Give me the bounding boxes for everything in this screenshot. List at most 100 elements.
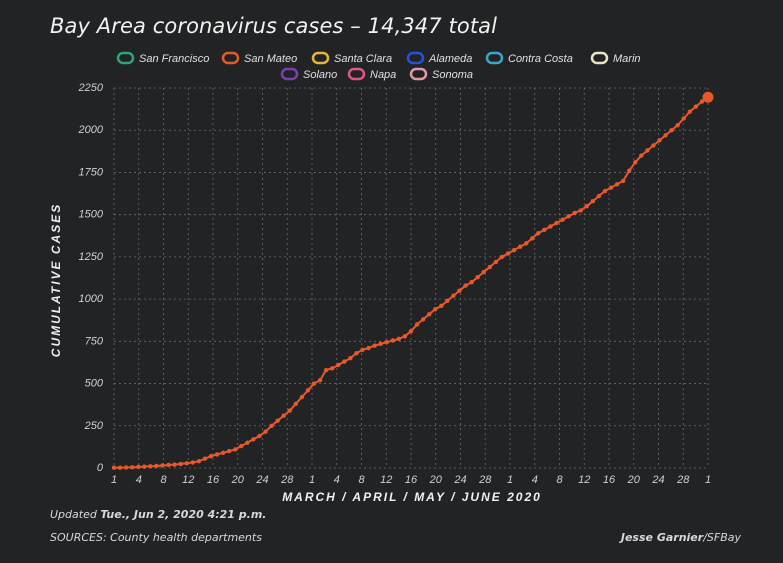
series-point bbox=[560, 217, 565, 222]
grid bbox=[113, 87, 709, 469]
x-axis-ticks: 1 4 8 12 16 20 24 28 1 4 8 12 16 20 24 28 1 4 8 12 16 20 24 28 1 bbox=[111, 474, 711, 486]
series-point bbox=[330, 366, 335, 371]
series-endpoint bbox=[702, 91, 714, 103]
legend-swatch bbox=[116, 51, 135, 65]
credit-suffix: /SFBay bbox=[703, 531, 741, 544]
updated-timestamp: Tue., Jun 2, 2020 4:21 p.m. bbox=[100, 508, 267, 521]
series-point bbox=[390, 338, 396, 343]
series-point bbox=[548, 224, 553, 229]
series-point bbox=[639, 153, 644, 158]
legend-item-solano[interactable]: Solano bbox=[280, 67, 337, 81]
series-point bbox=[620, 178, 626, 184]
series-point bbox=[148, 464, 153, 469]
x-tick-label: 24 bbox=[651, 474, 664, 486]
series-point bbox=[281, 413, 286, 418]
x-tick-label: 1 bbox=[705, 474, 711, 486]
legend-swatch bbox=[347, 67, 366, 81]
series-point bbox=[439, 303, 444, 309]
legend-item-marin[interactable]: Marin bbox=[590, 51, 641, 65]
y-tick-label: 1250 bbox=[79, 251, 104, 263]
series-point bbox=[287, 408, 292, 413]
series-point bbox=[226, 448, 232, 454]
legend-label: San Mateo bbox=[244, 53, 297, 65]
series-point bbox=[348, 356, 353, 361]
y-tick-label: 750 bbox=[85, 335, 104, 347]
series-point bbox=[117, 465, 123, 470]
y-axis-ticks: 0 250 500 750 1000 1250 1500 1750 2000 2250 bbox=[78, 82, 104, 474]
series-point bbox=[681, 116, 686, 121]
series-point bbox=[578, 208, 583, 213]
series-point bbox=[354, 350, 359, 356]
series-point bbox=[396, 336, 402, 341]
x-tick-label: 16 bbox=[603, 474, 616, 486]
series-point bbox=[426, 312, 432, 317]
series-point bbox=[408, 329, 414, 334]
x-tick-label: 24 bbox=[255, 474, 268, 486]
x-tick-label: 8 bbox=[358, 474, 365, 486]
legend-label: Contra Costa bbox=[508, 53, 573, 65]
series-point bbox=[463, 283, 468, 288]
series-point bbox=[129, 465, 135, 470]
sources-note: SOURCES: County health departments bbox=[50, 531, 262, 544]
x-tick-label: 4 bbox=[136, 474, 142, 486]
series-point bbox=[590, 198, 596, 204]
series-point bbox=[511, 247, 517, 253]
y-tick-label: 250 bbox=[84, 420, 104, 432]
series-point bbox=[675, 122, 680, 128]
series-point bbox=[633, 160, 638, 165]
series-point bbox=[257, 433, 262, 439]
series-point bbox=[172, 462, 177, 467]
x-tick-label: 28 bbox=[280, 474, 294, 486]
x-tick-label: 20 bbox=[627, 474, 641, 486]
series-point bbox=[475, 274, 480, 280]
series-point bbox=[651, 143, 656, 148]
series-point bbox=[572, 210, 577, 216]
legend: San Francisco San Mateo Santa Clara Alameda… bbox=[116, 51, 641, 81]
x-tick-label: 4 bbox=[334, 474, 340, 486]
series-point bbox=[220, 450, 226, 455]
series-point bbox=[457, 288, 462, 293]
series-point bbox=[645, 148, 650, 153]
series-point bbox=[136, 464, 141, 470]
y-tick-label: 500 bbox=[85, 378, 104, 390]
series-point bbox=[317, 377, 323, 383]
legend-item-alameda[interactable]: Alameda bbox=[406, 51, 472, 65]
legend-swatch bbox=[485, 51, 504, 65]
series-point bbox=[251, 437, 256, 442]
series-point bbox=[142, 464, 147, 469]
x-tick-label: 8 bbox=[556, 474, 563, 486]
series-point bbox=[433, 307, 438, 312]
series-point bbox=[269, 423, 274, 428]
legend-item-sonoma[interactable]: Sonoma bbox=[409, 67, 473, 81]
x-tick-label: 1 bbox=[111, 474, 117, 486]
legend-item-san-francisco[interactable]: San Francisco bbox=[116, 51, 209, 65]
series-point bbox=[360, 347, 365, 352]
series-point bbox=[123, 465, 129, 470]
series-point bbox=[627, 168, 632, 173]
updated-prefix: Updated bbox=[50, 508, 97, 521]
series-point bbox=[542, 227, 547, 233]
legend-label: Santa Clara bbox=[334, 53, 392, 65]
legend-label: Alameda bbox=[428, 53, 472, 65]
series-point bbox=[342, 359, 347, 364]
legend-item-napa[interactable]: Napa bbox=[347, 67, 396, 81]
x-tick-label: 20 bbox=[231, 474, 245, 486]
legend-item-contra-costa[interactable]: Contra Costa bbox=[485, 51, 573, 65]
legend-label: Solano bbox=[303, 69, 337, 81]
series-point bbox=[602, 188, 608, 194]
series-line bbox=[114, 96, 709, 469]
chart-title: Bay Area coronavirus cases – 14,347 tota… bbox=[50, 14, 498, 38]
series-point bbox=[517, 244, 523, 249]
series-point bbox=[305, 388, 311, 393]
legend-label: Napa bbox=[370, 69, 396, 81]
series-point bbox=[669, 128, 674, 133]
legend-item-santa-clara[interactable]: Santa Clara bbox=[311, 51, 392, 65]
credit-name: Jesse Garnier bbox=[620, 531, 704, 544]
series-point bbox=[154, 463, 159, 469]
x-tick-label: 12 bbox=[182, 474, 194, 486]
x-axis-label: MARCH / APRIL / MAY / JUNE 2020 bbox=[282, 490, 542, 504]
legend-item-san-mateo[interactable]: San Mateo bbox=[221, 51, 297, 65]
series-point bbox=[469, 280, 474, 285]
series-point bbox=[263, 429, 268, 434]
series-point bbox=[372, 343, 377, 348]
